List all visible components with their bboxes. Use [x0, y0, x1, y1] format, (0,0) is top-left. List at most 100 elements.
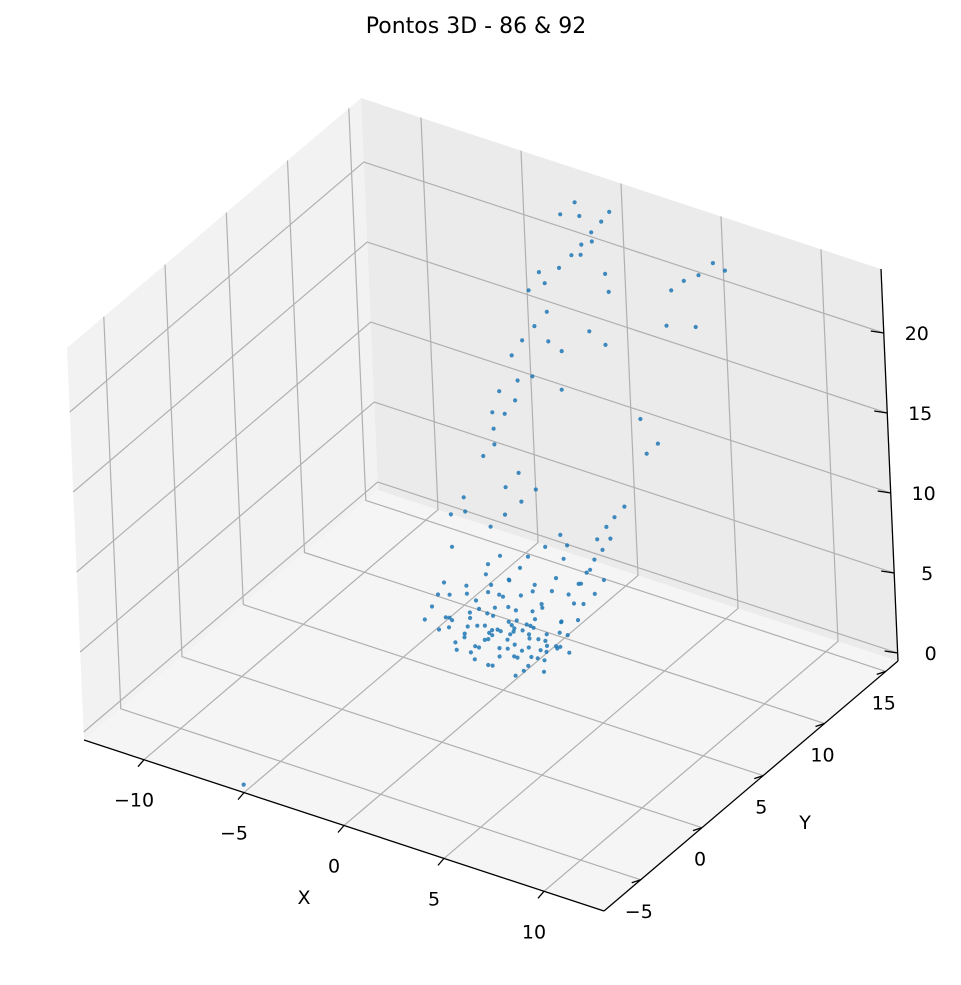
scatter-point: [696, 273, 701, 278]
z-tick-label: 10: [912, 483, 936, 505]
y-tick: [692, 827, 703, 832]
scatter-point: [435, 592, 441, 597]
scatter-point: [579, 242, 584, 247]
scatter-point: [486, 662, 491, 668]
scatter-point: [490, 410, 495, 415]
scatter-point: [514, 618, 519, 623]
y-gridline: [164, 264, 703, 829]
x-tick-label: −5: [220, 823, 248, 845]
tick-marks: −10 −5 0 5 10 −5 0 5 10 15 0 5 10 15 20: [114, 323, 937, 943]
scatter-point: [502, 512, 508, 517]
scatter-point: [506, 604, 511, 610]
scatter-point: [464, 583, 469, 588]
scatter-point: [513, 673, 518, 678]
scatter-point: [693, 324, 698, 330]
scatter-point: [512, 642, 517, 647]
scatter-point: [539, 602, 544, 607]
scatter-point: [472, 657, 477, 662]
scatter-point: [495, 627, 500, 632]
scatter-point: [519, 648, 525, 653]
z-tick: [877, 490, 891, 494]
scatter-point: [581, 601, 586, 607]
scatter-point: [578, 252, 583, 257]
scatter-point: [584, 570, 589, 575]
scatter-point: [526, 663, 531, 669]
x-tick: [137, 759, 145, 768]
y-tick-label: −5: [625, 901, 653, 923]
scatter-point: [498, 629, 503, 634]
scatter-point: [468, 650, 473, 655]
scatter-point: [543, 544, 548, 550]
chart-title: Pontos 3D - 86 & 92: [366, 14, 586, 39]
scatter-point: [482, 623, 487, 628]
scatter-point: [669, 288, 674, 293]
scatter-point: [526, 632, 532, 637]
scatter-point: [664, 323, 669, 328]
gridlines: [69, 108, 898, 892]
scatter-point: [502, 411, 507, 416]
scatter-point: [465, 624, 470, 629]
scatter-point: [521, 668, 526, 673]
x-tick: [237, 792, 245, 801]
y-tick: [815, 722, 825, 728]
z-tick: [881, 570, 895, 574]
scatter-point: [544, 649, 549, 655]
scatter-point: [447, 615, 452, 620]
scatter-point: [485, 562, 491, 567]
scatter-point: [542, 281, 547, 286]
y-tick: [754, 774, 764, 780]
scatter-point: [589, 230, 594, 235]
scatter-point: [587, 329, 592, 334]
y-tick-label: 10: [810, 745, 834, 767]
scatter-point: [557, 630, 562, 635]
scatter-point: [485, 611, 490, 616]
scatter-point: [526, 288, 531, 293]
scatter-point: [519, 499, 524, 504]
scatter-point: [535, 656, 540, 661]
scatter-point: [447, 592, 452, 597]
scatter-points: [241, 200, 728, 787]
scatter-point: [599, 219, 604, 224]
scatter-point: [655, 441, 661, 446]
scatter-point: [544, 632, 549, 637]
scatter-point: [490, 628, 495, 633]
x-tick-label: 5: [428, 888, 440, 910]
scatter-point: [483, 572, 488, 577]
scatter-point: [588, 567, 593, 572]
scatter-point: [503, 485, 508, 490]
y-tick: [876, 670, 886, 676]
z-gridline: [69, 161, 884, 413]
scatter-point: [592, 557, 597, 562]
scatter-point: [600, 547, 605, 553]
scatter-point: [511, 629, 516, 634]
scatter-point: [462, 635, 467, 640]
y-axis-label: Y: [798, 812, 811, 834]
z-tick: [874, 410, 888, 414]
scatter-point: [595, 537, 600, 542]
scatter-point: [516, 470, 521, 475]
scatter-point: [542, 658, 547, 663]
scatter-point: [543, 638, 548, 644]
scatter-point: [509, 623, 514, 628]
scatter-point: [448, 512, 453, 517]
scatter-point: [606, 289, 611, 294]
scatter-point: [638, 416, 643, 422]
scatter-point: [644, 451, 649, 456]
scatter-point: [463, 509, 468, 514]
scatter-point: [505, 637, 510, 642]
scatter-point: [544, 643, 550, 649]
x-tick: [437, 857, 445, 866]
scatter-point: [467, 610, 472, 615]
scatter-point: [481, 453, 486, 459]
scatter-point: [622, 504, 627, 509]
scatter-point: [536, 637, 541, 642]
scatter-point: [512, 654, 517, 659]
scatter-point: [559, 349, 564, 354]
scatter-point: [497, 389, 502, 394]
scatter-point: [589, 239, 594, 244]
scatter-point: [518, 593, 524, 598]
scatter-point: [556, 265, 562, 270]
scatter-point: [491, 613, 496, 618]
scatter-point: [473, 598, 479, 603]
y-tick-label: 15: [872, 692, 896, 714]
